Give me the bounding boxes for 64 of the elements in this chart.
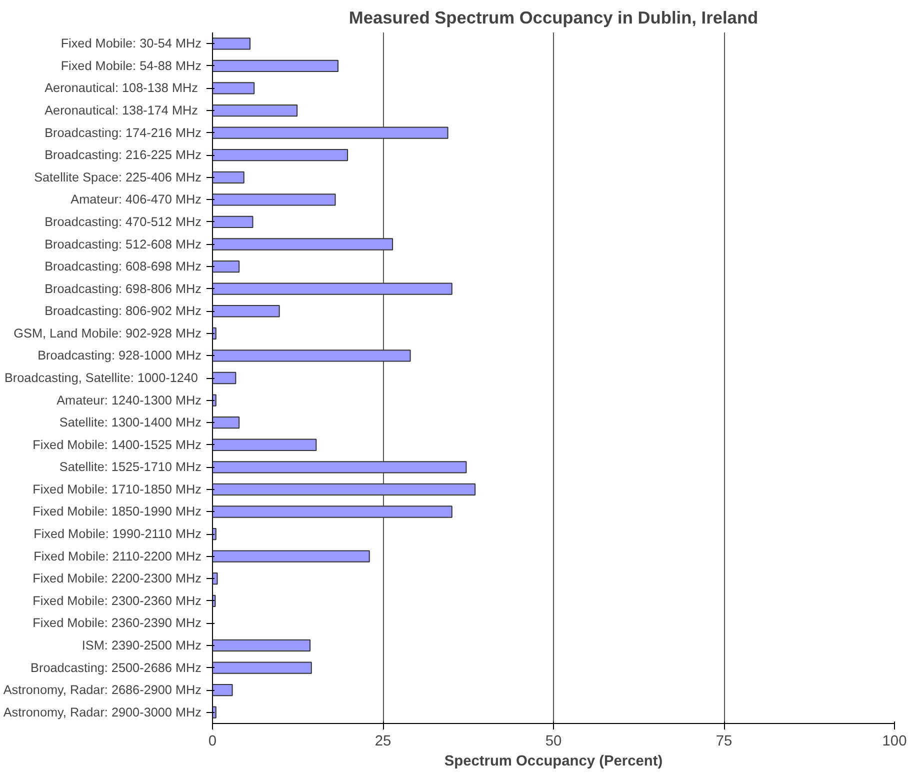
y-tick-label: Amateur: 406-470 MHz xyxy=(70,192,202,207)
bar xyxy=(212,126,448,139)
y-tick-label: Fixed Mobile: 1400-1525 MHz xyxy=(32,438,202,452)
bar xyxy=(212,216,254,228)
x-tick-label: 0 xyxy=(208,734,217,750)
bar xyxy=(212,260,240,273)
y-tick-label: Satellite Space: 225-406 MHz xyxy=(34,170,202,184)
y-tick-label: Fixed Mobile: 1990-2110 MHz xyxy=(34,527,202,542)
y-tick-label: Satellite: 1525-1710 MHz xyxy=(59,460,202,474)
bar xyxy=(212,483,476,496)
bar xyxy=(212,684,233,696)
y-tick-label: ISM: 2390-2500 MHz xyxy=(82,638,202,652)
y-tick-label: Fixed Mobile: 1850-1990 MHz xyxy=(32,504,202,519)
x-tick-label: 50 xyxy=(545,734,562,750)
y-tick-label: Fixed Mobile: 2200-2300 MHz xyxy=(32,572,202,586)
bar xyxy=(212,461,467,474)
bar xyxy=(212,238,394,250)
chart-title: Measured Spectrum Occupancy in Dublin, Ireland xyxy=(348,8,758,28)
bar xyxy=(212,171,244,184)
y-tick-label: Broadcasting: 512-608 MHz xyxy=(44,237,202,252)
x-axis-title: Spectrum Occupancy (Percent) xyxy=(444,754,663,770)
bar xyxy=(212,194,336,206)
bar xyxy=(212,372,236,384)
y-tick-label: Fixed Mobile: 2110-2200 MHz xyxy=(34,549,202,564)
bar xyxy=(212,506,452,518)
bar xyxy=(212,416,240,429)
bar xyxy=(212,438,317,451)
bar xyxy=(212,550,370,562)
y-tick-label: Astronomy, Radar: 2686-2900 MHz xyxy=(3,683,202,698)
y-tick-label: Broadcasting: 174-216 MHz xyxy=(44,126,202,140)
bar xyxy=(212,82,255,94)
x-tick-label: 25 xyxy=(374,734,392,750)
bar xyxy=(212,394,216,406)
y-tick-label: GSM, Land Mobile: 902-928 MHz xyxy=(14,326,202,340)
bar xyxy=(212,149,348,162)
x-tick-label: 100 xyxy=(882,734,907,750)
x-tick-label: 75 xyxy=(716,734,732,750)
y-tick-label: Fixed Mobile: 1710-1850 MHz xyxy=(32,482,202,496)
y-tick-label: Broadcasting: 698-806 MHz xyxy=(44,282,202,296)
y-tick-label: Broadcasting: 216-225 MHz xyxy=(44,148,202,162)
bar xyxy=(212,305,280,318)
y-tick-label: Amateur: 1240-1300 MHz xyxy=(56,393,202,408)
bar xyxy=(212,282,452,295)
y-tick-label: Fixed Mobile: 2300-2360 MHz xyxy=(32,594,202,608)
bar xyxy=(212,572,218,585)
y-tick-label: Fixed Mobile: 2360-2390 MHz xyxy=(32,616,202,630)
y-tick-label: Fixed Mobile: 54-88 MHz xyxy=(60,58,202,73)
y-tick-label: Broadcasting: 470-512 MHz xyxy=(44,214,202,229)
y-tick-label: Aeronautical: 108-138 MHz xyxy=(44,81,198,96)
y-tick-label: Broadcasting, Satellite: 1000-1240 xyxy=(4,371,198,385)
y-tick-label: Broadcasting: 928-1000 MHz xyxy=(38,348,202,363)
y-tick-label: Broadcasting: 806-902 MHz xyxy=(44,304,202,318)
bar xyxy=(212,662,312,674)
bar xyxy=(212,60,338,72)
bar xyxy=(212,350,411,362)
bar xyxy=(212,639,311,652)
bar xyxy=(212,104,298,117)
y-tick-label: Broadcasting: 608-698 MHz xyxy=(44,260,202,274)
bar xyxy=(212,38,251,50)
y-tick-label: Broadcasting: 2500-2686 MHz xyxy=(30,660,202,675)
y-tick-label: Satellite: 1300-1400 MHz xyxy=(59,416,202,430)
y-tick-label: Astronomy, Radar: 2900-3000 MHz xyxy=(3,705,202,720)
y-tick-label: Aeronautical: 138-174 MHz xyxy=(44,104,198,118)
y-tick-label: Fixed Mobile: 30-54 MHz xyxy=(60,36,202,51)
